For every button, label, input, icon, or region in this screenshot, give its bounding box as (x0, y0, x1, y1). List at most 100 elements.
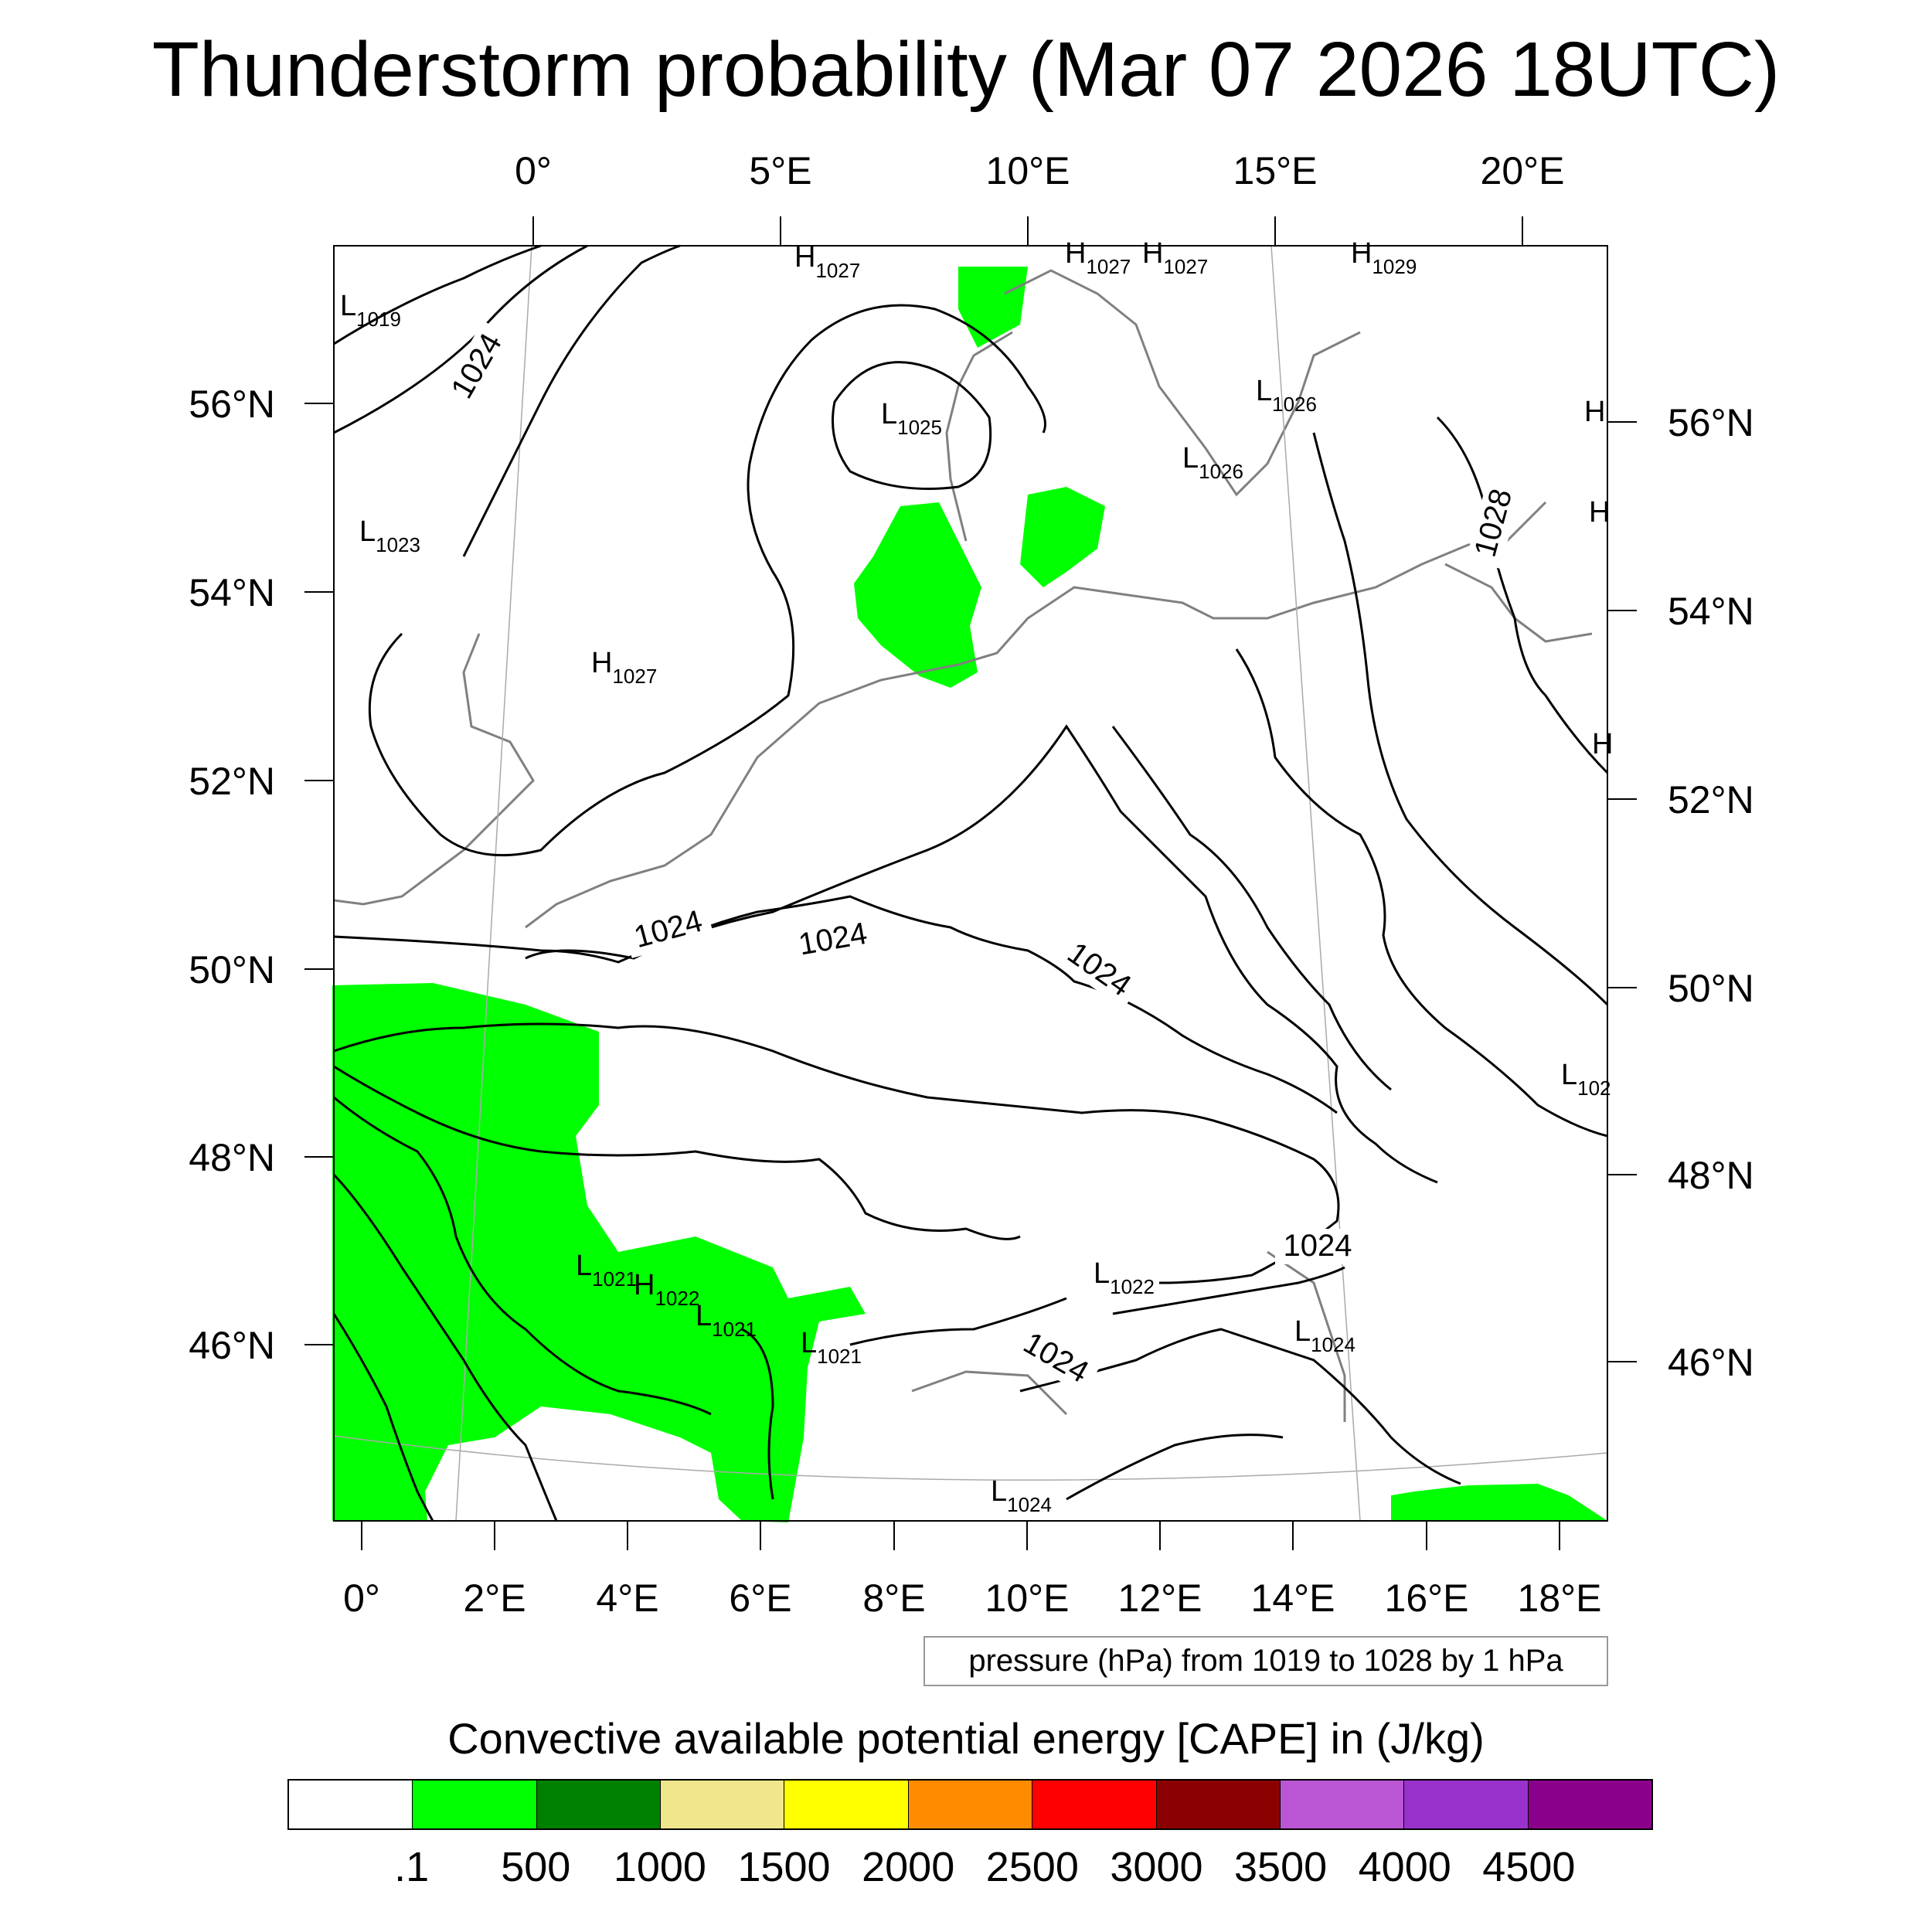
cape-area-baltic-a (1020, 487, 1105, 587)
isobar (1066, 1434, 1284, 1501)
colorbar-label: 500 (501, 1844, 571, 1890)
contour-label-bg (1009, 1321, 1102, 1396)
pressure-center: L1026 (1182, 442, 1243, 483)
tick-layer (304, 216, 1637, 1550)
right-lat-label: 56°N (1668, 401, 1754, 444)
right-lat-label: 54°N (1668, 590, 1754, 633)
coast-italy-north (911, 1370, 1068, 1416)
bottom-lon-label: 6°E (729, 1577, 791, 1620)
contour-label-bg (440, 320, 515, 413)
pressure-center: H (1584, 396, 1605, 428)
colorbar-label: .1 (394, 1844, 430, 1890)
pressure-center-value: 1027 (815, 259, 860, 282)
contour-label: 1024 (1284, 1229, 1352, 1263)
pressure-center: H1027 (794, 241, 860, 282)
colorbar-cell (536, 1781, 662, 1828)
isobar (1235, 648, 1608, 1138)
pressure-center: L1026 (1256, 375, 1317, 416)
top-lon-label: 15°E (1233, 149, 1318, 192)
colorbar-cell (1156, 1781, 1281, 1828)
isobar (333, 1022, 1340, 1284)
pressure-center: L1021 (696, 1300, 757, 1341)
cape-area-denmark (854, 502, 981, 688)
pressure-center-type: H (794, 241, 815, 274)
pressure-center-value: 102 (1577, 1077, 1611, 1100)
bottom-lon-label: 4°E (596, 1577, 658, 1620)
right-lat-label: 48°N (1668, 1154, 1754, 1197)
pressure-center: L1025 (881, 398, 942, 439)
pressure-center-value: 1026 (1199, 460, 1243, 483)
colorbar (287, 1779, 1653, 1830)
isobar-layer (332, 244, 1609, 1522)
pressure-center-value: 1024 (1311, 1333, 1355, 1356)
left-lat-label: 50°N (189, 948, 275, 992)
colorbar-label: 1500 (737, 1844, 831, 1890)
left-lat-label: 54°N (189, 571, 275, 614)
isobar (332, 1313, 434, 1522)
isobar (332, 1173, 558, 1522)
pressure-center-type: L (1294, 1315, 1311, 1348)
pressure-center-value: 1027 (1086, 255, 1131, 278)
isobar (333, 1096, 712, 1416)
colorbar-label: 4000 (1358, 1844, 1451, 1890)
colorbar-label: 4500 (1482, 1844, 1576, 1890)
isobar (368, 304, 1046, 857)
coast-adriatic (1267, 1250, 1346, 1422)
colorbar-cell (413, 1781, 537, 1828)
pressure-center-value: 1022 (1110, 1275, 1155, 1298)
colorbar-cell (1404, 1781, 1529, 1828)
pressure-center-value: 1026 (1272, 393, 1317, 416)
pressure-center-type: L (1561, 1059, 1577, 1091)
coast-jutland (945, 331, 1013, 542)
top-lon-label: 10°E (986, 149, 1070, 192)
coastline-layer (333, 269, 1593, 1422)
pressure-center: H1022 (634, 1269, 699, 1310)
contour-label-bg (622, 901, 714, 958)
contour-label: 1024 (796, 917, 869, 962)
bottom-lon-label: 16°E (1385, 1577, 1469, 1620)
bottom-lon-label: 8°E (862, 1577, 925, 1620)
pressure-center-type: L (576, 1250, 592, 1282)
bottom-lon-label: 18°E (1518, 1577, 1602, 1620)
isobar (1112, 1266, 1345, 1315)
bottom-lon-label: 14°E (1251, 1577, 1335, 1620)
coast-continent (525, 501, 1547, 929)
left-lat-label: 56°N (189, 383, 275, 426)
contour-label-bg (787, 914, 879, 965)
isobar (333, 724, 1438, 1184)
pressure-center-type: L (881, 398, 897, 430)
left-lat-label: 48°N (189, 1136, 275, 1179)
pressure-center: L1021 (801, 1327, 862, 1368)
graticule-layer (333, 245, 1608, 1522)
pressure-center-type: H (1142, 237, 1163, 270)
pressure-center: L1019 (340, 290, 401, 331)
pressure-center: L1023 (359, 515, 420, 556)
colorbar-label: 2000 (862, 1844, 955, 1890)
colorbar-cell (908, 1781, 1033, 1828)
colorbar-cell (1280, 1781, 1405, 1828)
pressure-center-type: L (696, 1300, 712, 1332)
pressure-center-value: 1022 (655, 1287, 699, 1310)
pressure-center: L1022 (1094, 1257, 1155, 1298)
pressure-center-value: 1021 (592, 1267, 637, 1291)
isobar (849, 1297, 1067, 1346)
pressure-center-value: 1025 (897, 416, 942, 439)
top-lon-label: 20°E (1481, 149, 1565, 192)
pressure-center-value: 1029 (1372, 255, 1417, 278)
pressure-center-value: 1019 (356, 308, 401, 331)
right-lat-label: 52°N (1668, 778, 1754, 821)
contour-label: 1024 (1018, 1325, 1094, 1389)
pressure-center: H (1592, 728, 1613, 760)
pressure-center-type: L (1256, 375, 1272, 407)
isobar (462, 244, 681, 557)
pressure-center-value: 1027 (612, 665, 657, 688)
colorbar-cell (289, 1781, 413, 1828)
isobar (1019, 1328, 1461, 1485)
map-frame (333, 245, 1608, 1522)
pressure-center: H1027 (591, 647, 657, 688)
isobar (333, 1065, 1021, 1240)
pressure-center-type: H (1351, 237, 1372, 270)
pressure-center: H1027 (1065, 237, 1131, 278)
